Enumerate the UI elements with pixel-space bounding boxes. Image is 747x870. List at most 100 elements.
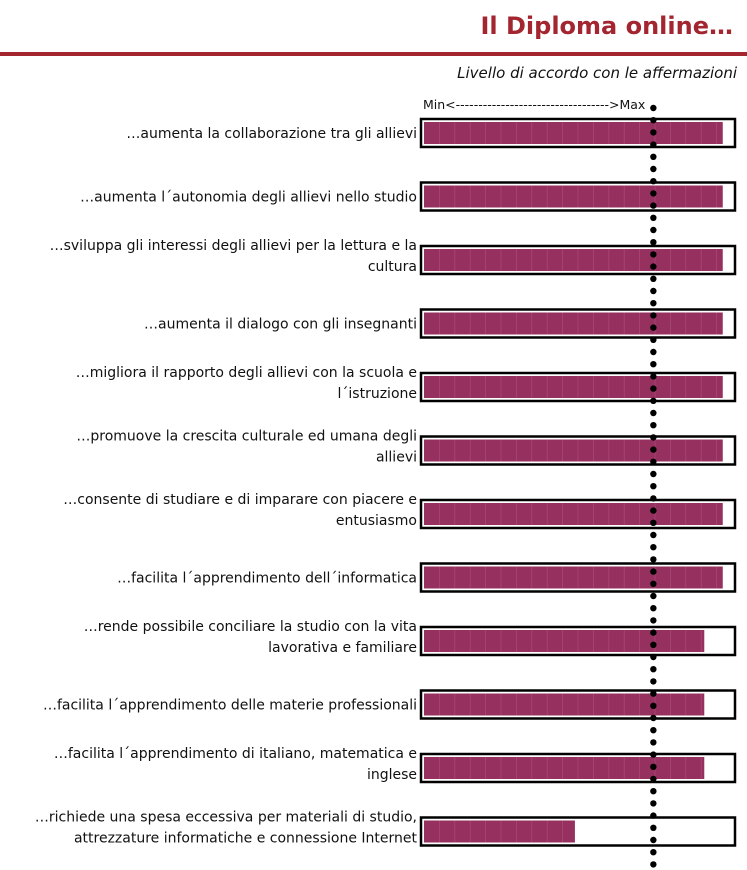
reference-dot (650, 544, 657, 551)
reference-dot (650, 849, 657, 856)
category-label: …richiede una spesa eccessiva per materi… (35, 810, 418, 847)
reference-dot (650, 580, 657, 587)
category-label-line: lavorativa e familiare (268, 640, 417, 656)
category-label-line: l´istruzione (338, 386, 417, 402)
reference-dot (650, 336, 657, 343)
reference-dot (650, 495, 657, 502)
reference-dot (650, 739, 657, 746)
bar (424, 820, 575, 843)
category-label: …aumenta il dialogo con gli insegnanti (144, 317, 417, 333)
reference-dot (650, 714, 657, 722)
reference-dot (650, 239, 657, 246)
category-label-line: …promuove la crescita culturale ed umana… (76, 429, 417, 445)
bar (424, 503, 723, 525)
category-label: …migliora il rapporto degli allievi con … (76, 365, 417, 402)
reference-dot (650, 165, 657, 173)
reference-dot (650, 409, 657, 417)
reference-dot (650, 226, 657, 234)
bar-row: …aumenta la collaborazione tra gli allie… (126, 117, 737, 149)
reference-dot (650, 178, 657, 185)
reference-dot (650, 836, 657, 844)
bar (424, 312, 723, 335)
category-label: …aumenta la collaborazione tra gli allie… (126, 126, 417, 142)
bar-row: …facilita l´apprendimento dell´informati… (117, 562, 737, 593)
reference-dot (650, 824, 657, 831)
reference-dot (650, 251, 657, 258)
reference-dot (650, 666, 657, 673)
scale-label: Min<---------------------------------->M… (423, 97, 646, 112)
reference-dot (650, 275, 657, 282)
reference-dot (650, 312, 657, 319)
reference-dot (650, 763, 657, 770)
reference-dot (650, 263, 657, 270)
reference-dot (650, 446, 657, 453)
bar (424, 439, 723, 462)
reference-dot (650, 287, 657, 295)
reference-dot (650, 373, 657, 380)
reference-dot (650, 751, 657, 758)
reference-dot (650, 592, 657, 600)
reference-dot (650, 800, 657, 807)
reference-dot (650, 300, 657, 307)
reference-dot (650, 556, 657, 563)
category-label-line: …rende possibile conciliare la studio co… (84, 619, 417, 635)
reference-dot (650, 434, 657, 441)
reference-dot (650, 483, 657, 490)
bar-row: …facilita l´apprendimento delle materie … (43, 689, 737, 720)
bar-row: …migliora il rapporto degli allievi con … (76, 365, 737, 403)
reference-dot (650, 702, 657, 709)
reference-dot (650, 653, 657, 661)
bar (424, 376, 723, 398)
category-label-line: …facilita l´apprendimento di italiano, m… (54, 746, 417, 762)
reference-dot (650, 190, 657, 197)
reference-dot (650, 361, 657, 368)
category-label: …consente di studiare e di imparare con … (63, 492, 417, 529)
category-label: …aumenta l´autonomia degli allievi nello… (80, 190, 417, 206)
category-label-line: inglese (367, 767, 417, 783)
bar (424, 630, 705, 652)
reference-dot (650, 605, 657, 612)
category-label-line: entusiasmo (336, 513, 417, 529)
reference-dot (650, 629, 657, 636)
category-label: …promuove la crescita culturale ed umana… (76, 429, 417, 466)
title-underline (0, 52, 747, 56)
reference-dot (650, 385, 657, 392)
category-label-line: attrezzature informatiche e connessione … (74, 831, 418, 847)
reference-dot (650, 202, 657, 209)
reference-dot (650, 861, 657, 868)
category-label-line: cultura (368, 259, 417, 275)
bar (424, 122, 723, 144)
bar (424, 566, 723, 589)
bar-row: …richiede una spesa eccessiva per materi… (35, 810, 737, 847)
reference-dot (650, 568, 657, 575)
reference-dot (650, 397, 657, 404)
reference-dotted-line (650, 104, 657, 868)
reference-dot (650, 153, 657, 160)
reference-dot (650, 641, 657, 648)
category-label-line: …richiede una spesa eccessiva per materi… (35, 810, 417, 826)
category-label-line: allievi (376, 450, 417, 466)
reference-dot (650, 617, 657, 624)
bar-row: …promuove la crescita culturale ed umana… (76, 429, 737, 466)
chart-subtitle: Livello di accordo con le affermazioni (457, 64, 737, 82)
reference-dot (650, 727, 657, 734)
reference-dot (650, 458, 657, 465)
bar-row: …sviluppa gli interessi degli allievi pe… (50, 238, 737, 276)
category-label-line: …sviluppa gli interessi degli allievi pe… (50, 238, 417, 254)
category-label-line: …consente di studiare e di imparare con … (63, 492, 417, 508)
reference-dot (650, 470, 657, 478)
bar-row: …aumenta l´autonomia degli allievi nello… (80, 181, 737, 212)
reference-dot (650, 788, 657, 795)
category-label: …facilita l´apprendimento di italiano, m… (54, 746, 417, 783)
reference-dot (650, 678, 657, 685)
category-label: …facilita l´apprendimento dell´informati… (117, 571, 417, 587)
page-title: Il Diploma online… (480, 12, 733, 40)
bar (424, 757, 705, 779)
reference-dot (650, 812, 657, 819)
reference-dot (650, 775, 657, 783)
reference-dot (650, 690, 657, 697)
reference-dot (650, 141, 657, 148)
category-label-line: …migliora il rapporto degli allievi con … (76, 365, 417, 381)
category-label: …facilita l´apprendimento delle materie … (43, 698, 417, 714)
bar-row: …aumenta il dialogo con gli insegnanti (144, 308, 737, 339)
